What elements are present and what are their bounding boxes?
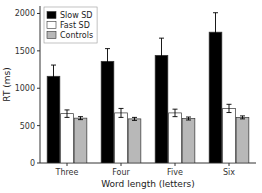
error-bar-line [173,109,178,116]
bar [169,113,182,163]
y-axis-line [40,6,41,163]
x-tick [229,163,230,166]
bar [236,117,249,163]
error-bar-line [78,117,83,120]
bar [223,108,236,163]
bar [47,76,60,163]
x-tick-label: Four [112,168,130,177]
x-tick-label: Six [223,168,235,177]
error-bar-line [132,117,137,120]
x-axis-label: Word length (letters) [101,179,195,189]
y-tick [37,88,40,89]
legend-swatch [47,12,56,19]
legend-swatch [47,32,56,39]
error-bar [78,117,83,120]
y-tick-label: 1000 [15,84,35,93]
error-bar [173,109,178,116]
error-bar [51,65,56,87]
error-bar [213,13,218,52]
bar [61,114,74,163]
legend: Slow SDFast SDControls [44,7,97,43]
y-tick-label: 2000 [15,9,35,18]
error-bar [105,49,110,74]
y-tick-label: 500 [20,122,35,131]
y-tick-label: 0 [30,159,35,168]
y-axis-label: RT (ms) [2,67,12,101]
x-tick-label: Five [167,168,183,177]
bars [47,13,249,163]
x-tick [121,163,122,166]
y-tick [37,125,40,126]
y-tick [37,163,40,164]
legend-label: Fast SD [60,21,90,30]
x-tick-label: Three [55,168,79,177]
error-bar [186,117,191,120]
legend-label: Controls [60,31,93,40]
error-bar-line [105,49,110,74]
error-bar-line [227,104,232,112]
error-bar-line [186,117,191,120]
error-bar [159,38,164,72]
bar [74,118,87,163]
bar [101,61,114,163]
x-tick [175,163,176,166]
error-bar-line [159,38,164,72]
legend-swatch [47,22,56,29]
error-bar [65,110,70,117]
y-tick-label: 1500 [15,47,35,56]
bar [128,119,141,163]
error-bar [240,116,245,119]
legend-label: Slow SD [60,11,93,20]
legend-frame [44,7,97,43]
error-bar [119,108,124,117]
error-bar [132,117,137,120]
bar [182,119,195,163]
x-tick [67,163,68,166]
y-tick [37,50,40,51]
error-bar-line [213,13,218,52]
chart-svg: 0 500 1000 1500 2000 Three Four Five Six Word len… [0,0,262,193]
error-bar-line [51,65,56,87]
error-bar [227,104,232,112]
y-tick [37,13,40,14]
chart-container: 0 500 1000 1500 2000 Three Four Five Six Word len… [0,0,262,193]
error-bar-line [240,116,245,119]
error-bar-line [65,110,70,117]
bar [115,113,128,163]
error-bar-line [119,108,124,117]
